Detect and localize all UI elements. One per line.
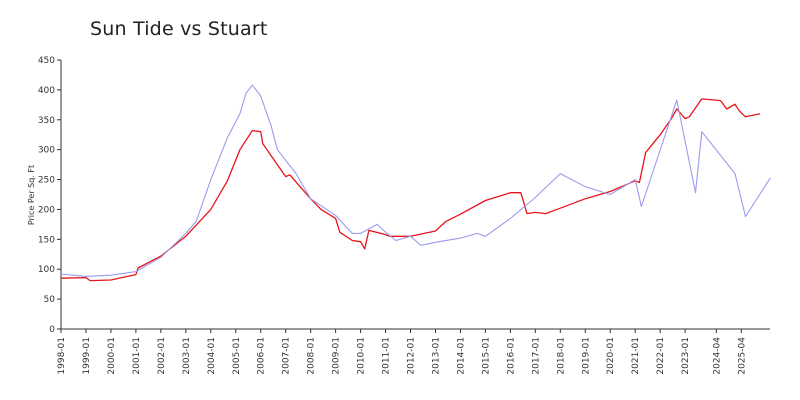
x-tick-label: 2005-01: [232, 337, 242, 375]
x-tick-label: 2000-01: [107, 337, 117, 375]
x-tick-label: 1998-01: [57, 337, 67, 375]
x-tick-label: 2009-01: [332, 337, 342, 375]
x-tick-label: 2004-01: [207, 337, 217, 375]
series-layer: [60, 84, 771, 282]
x-ticks: 1998-01 1999-01 2000-01 2001-01 2002-01 2003-…: [57, 329, 747, 375]
y-tick-label: 50: [44, 295, 56, 305]
x-tick-label: 2014-01: [456, 337, 466, 375]
x-tick-label: 1999-01: [82, 337, 92, 375]
series-line-1: [60, 98, 761, 282]
x-tick-label: 2006-01: [257, 337, 267, 375]
x-tick-label: 2001-01: [132, 337, 142, 375]
y-tick-label: 0: [49, 325, 55, 335]
axes: [60, 60, 770, 330]
chart-title: Sun Tide vs Stuart: [90, 18, 268, 40]
x-tick-label: 2002-01: [157, 337, 167, 375]
x-tick-label: 2017-01: [531, 337, 541, 375]
series-line-2: [60, 84, 771, 277]
y-tick-label: 250: [38, 176, 55, 186]
x-tick-label: 2025-04: [737, 337, 747, 375]
x-tick-label: 2003-01: [182, 337, 192, 375]
x-tick-label: 2011-01: [382, 337, 392, 375]
x-tick-label: 2022-01: [656, 337, 666, 375]
y-tick-label: 200: [38, 205, 55, 215]
x-tick-label: 2007-01: [282, 337, 292, 375]
x-tick-label: 2016-01: [506, 337, 516, 375]
x-tick-label: 2010-01: [357, 337, 367, 375]
x-tick-label: 2018-01: [556, 337, 566, 375]
y-ticks: 0 50 100 150 200 250 300 350 400 450: [38, 56, 61, 335]
y-tick-label: 350: [38, 116, 55, 126]
y-axis-label: Price Per Sq. Ft: [27, 165, 36, 225]
x-tick-label: 2019-01: [581, 337, 591, 375]
y-tick-label: 100: [38, 265, 55, 275]
y-tick-label: 150: [38, 235, 55, 245]
x-tick-label: 2012-01: [407, 337, 417, 375]
y-tick-label: 300: [38, 146, 55, 156]
x-tick-label: 2023-01: [681, 337, 691, 375]
y-tick-label: 400: [38, 86, 55, 96]
x-tick-label: 2024-04: [712, 337, 722, 375]
x-tick-label: 2015-01: [481, 337, 491, 375]
x-tick-label: 2020-01: [606, 337, 616, 375]
x-tick-label: 2021-01: [631, 337, 641, 375]
x-tick-label: 2008-01: [307, 337, 317, 375]
x-tick-label: 2013-01: [431, 337, 441, 375]
y-tick-label: 450: [38, 56, 55, 66]
